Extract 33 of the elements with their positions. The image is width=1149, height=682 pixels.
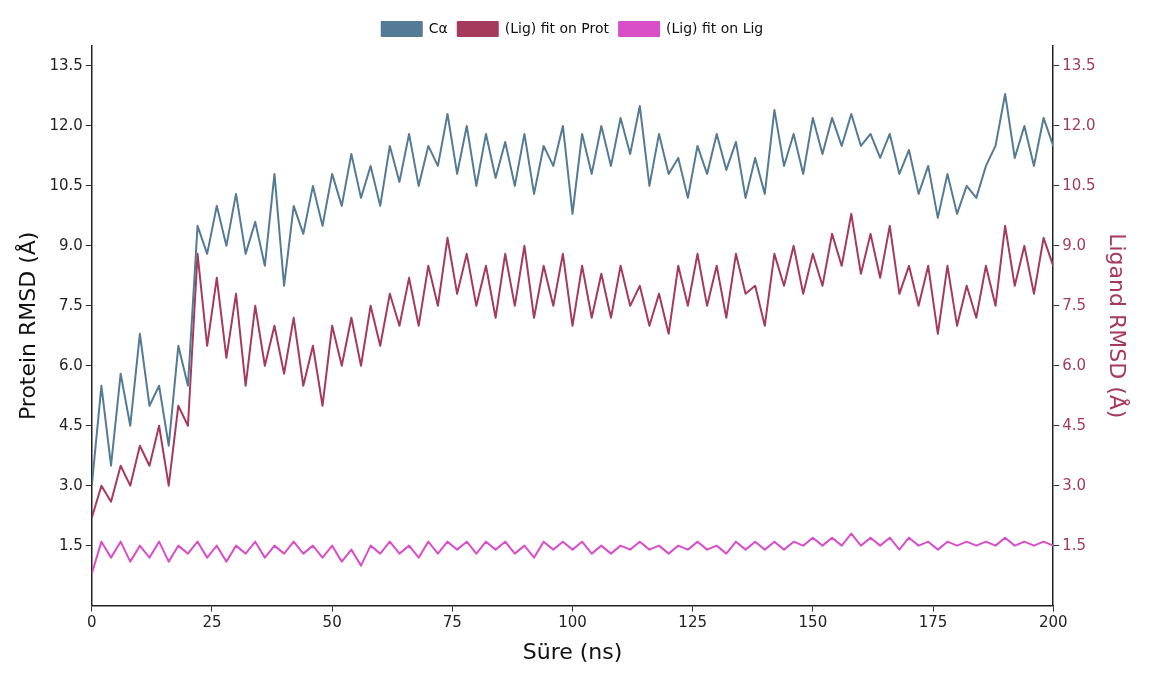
x-tick-label: 175: [918, 613, 948, 632]
x-tick-label: 100: [558, 613, 587, 632]
x-tick-label: 75: [442, 613, 462, 632]
y2-tick-label: 9.0: [1062, 235, 1087, 254]
x-tick-label: 25: [202, 613, 222, 632]
legend-label: (Lig) fit on Prot: [504, 19, 610, 36]
y-axis-title: Protein RMSD (Å): [13, 231, 40, 421]
y-tick-label: 9.0: [58, 235, 83, 254]
y-tick-label: 10.5: [49, 175, 83, 194]
y2-axis-title: Ligand RMSD (Å): [1105, 233, 1132, 419]
x-tick-label: 150: [798, 613, 828, 632]
y2-tick-label: 1.5: [1062, 535, 1087, 554]
x-tick-label: 125: [678, 613, 707, 632]
y2-tick-label: 3.0: [1062, 475, 1087, 494]
x-axis-title: Süre (ns): [522, 638, 623, 664]
x-tick-label: 50: [322, 613, 342, 632]
x-tick-label: 200: [1038, 613, 1068, 632]
y-tick-label: 12.0: [49, 115, 83, 134]
x-tick-label: 0: [87, 613, 97, 632]
y-tick-label: 1.5: [58, 535, 83, 554]
y-tick-label: 4.5: [58, 415, 83, 434]
legend-label: Cα: [428, 19, 448, 36]
y2-tick-label: 4.5: [1062, 415, 1087, 434]
y2-tick-label: 10.5: [1062, 175, 1096, 194]
y2-tick-label: 7.5: [1062, 295, 1087, 314]
y-tick-label: 6.0: [58, 355, 83, 374]
y-tick-label: 3.0: [58, 475, 83, 494]
y-tick-label: 7.5: [58, 295, 83, 314]
y2-tick-label: 13.5: [1062, 55, 1096, 74]
legend-label: (Lig) fit on Lig: [666, 19, 764, 36]
y2-tick-label: 6.0: [1062, 355, 1087, 374]
y2-tick-label: 12.0: [1062, 115, 1096, 134]
y-tick-label: 13.5: [49, 55, 83, 74]
